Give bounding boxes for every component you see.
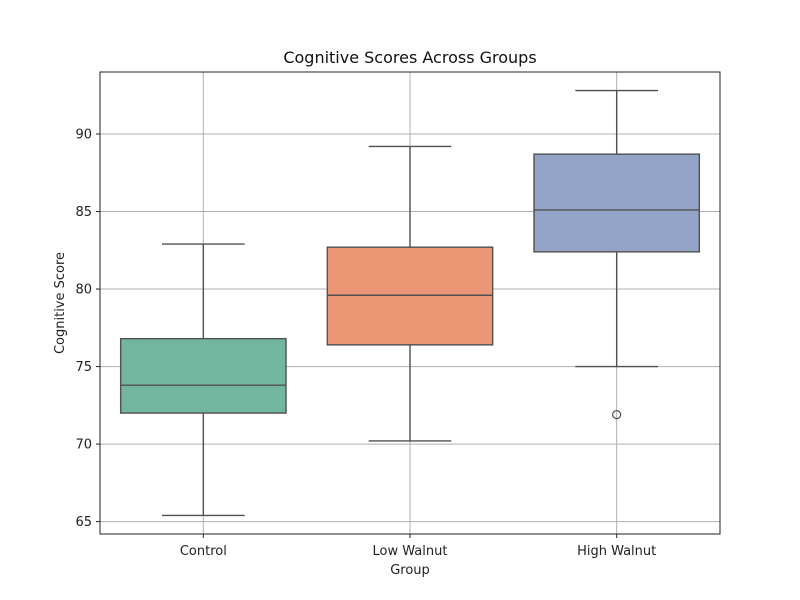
chart-title: Cognitive Scores Across Groups: [283, 48, 536, 67]
y-tick-label: 85: [75, 205, 92, 220]
y-tick-label: 65: [75, 515, 92, 530]
y-tick-label: 80: [75, 283, 92, 298]
y-tick-label: 70: [75, 438, 92, 453]
y-tick-label: 75: [75, 360, 92, 375]
y-axis-label: Cognitive Score: [53, 252, 68, 354]
iqr-box: [533, 153, 701, 253]
outlier-point: [612, 410, 622, 420]
iqr-box: [326, 246, 494, 346]
x-tick-label: Low Walnut: [373, 544, 448, 559]
y-tick-label: 90: [75, 128, 92, 143]
iqr-box: [119, 337, 287, 414]
x-axis-label: Group: [390, 563, 430, 578]
axis-ticks: 65 70 75 80 85 90 Control Low Walnut High Walnut: [75, 128, 656, 559]
box-high-walnut: [533, 89, 701, 420]
box-control: [119, 243, 287, 517]
x-tick-label: Control: [180, 544, 227, 559]
box-low-walnut: [326, 145, 494, 442]
x-tick-label: High Walnut: [577, 544, 656, 559]
box-series: [119, 89, 701, 517]
